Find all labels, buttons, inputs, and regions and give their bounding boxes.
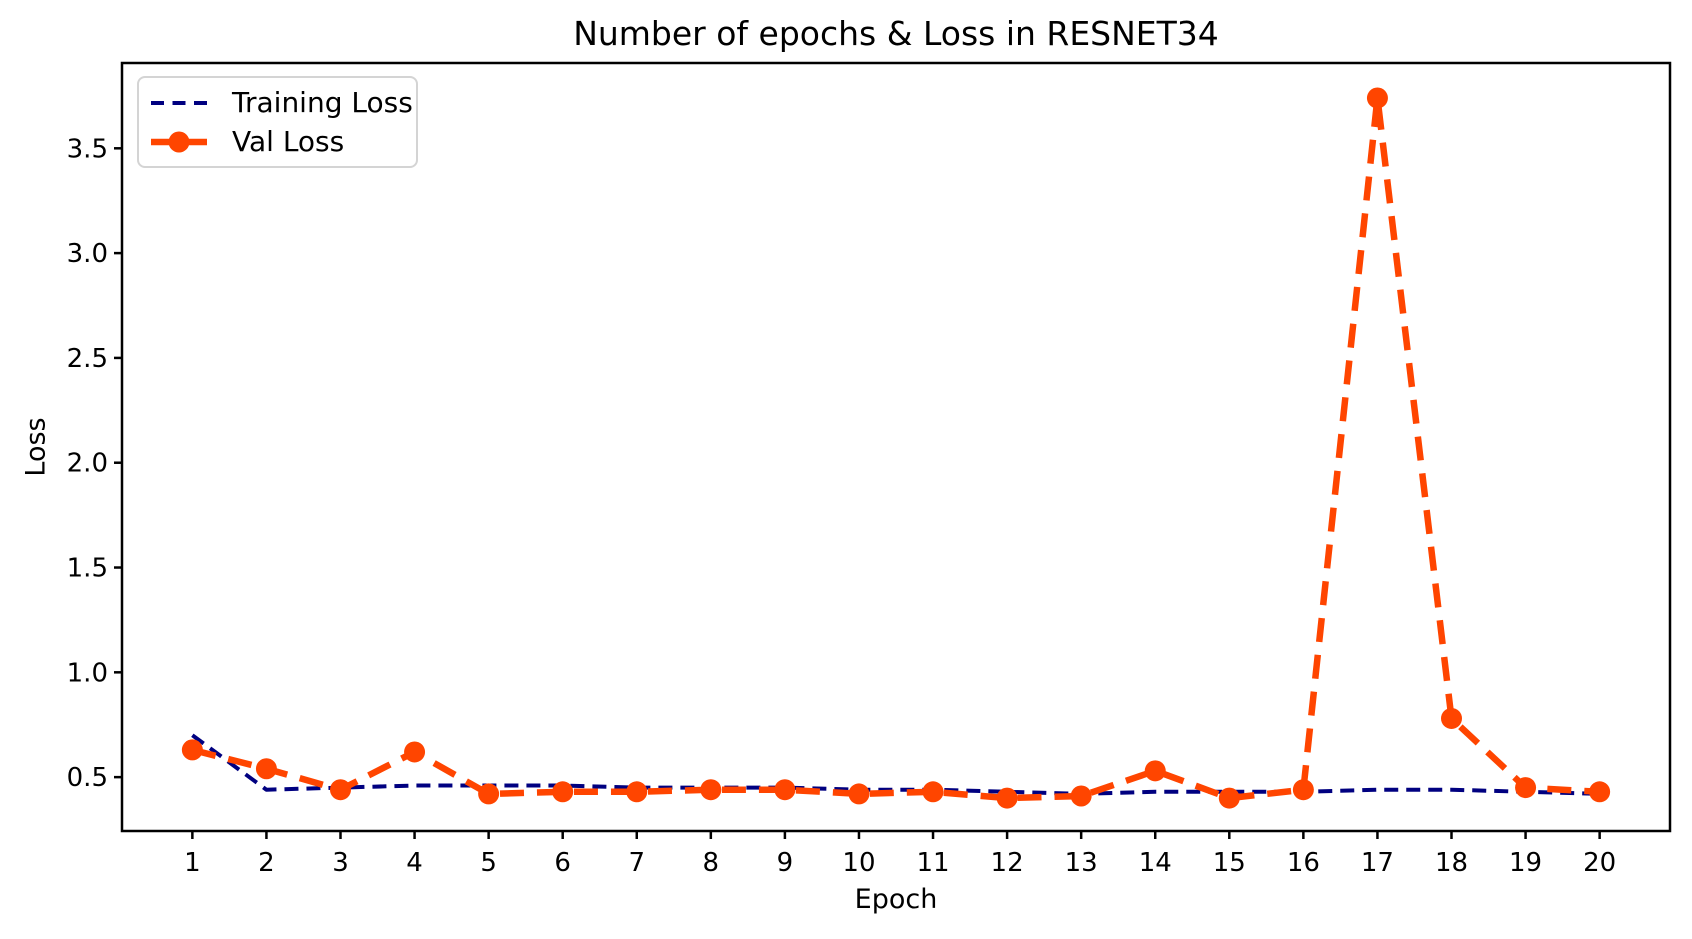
val-loss-marker xyxy=(700,779,722,801)
legend-item-val-loss: Val Loss xyxy=(150,123,416,161)
val-loss-marker xyxy=(404,741,426,763)
val-loss-marker xyxy=(1441,707,1463,729)
x-tick-label: 7 xyxy=(628,848,645,878)
legend-label-training-loss: Training Loss xyxy=(232,85,413,119)
x-tick-label: 12 xyxy=(991,848,1024,878)
val-loss-marker xyxy=(848,783,870,805)
val-loss-marker xyxy=(626,781,648,803)
x-tick-label: 2 xyxy=(258,848,275,878)
y-tick-label: 3.5 xyxy=(67,134,108,164)
val-loss-marker xyxy=(1515,777,1537,799)
x-tick-label: 3 xyxy=(332,848,349,878)
x-tick-label: 14 xyxy=(1139,848,1172,878)
y-tick-label: 1.5 xyxy=(67,554,108,584)
val-loss-marker xyxy=(774,779,796,801)
training-loss-sample xyxy=(151,100,207,105)
val-loss-marker xyxy=(1144,760,1166,782)
val-loss-marker xyxy=(1292,779,1314,801)
x-tick-label: 16 xyxy=(1287,848,1320,878)
x-tick-label: 10 xyxy=(842,848,875,878)
x-tick-label: 20 xyxy=(1583,848,1616,878)
x-tick-label: 8 xyxy=(703,848,720,878)
val-loss-marker xyxy=(922,781,944,803)
val-loss-marker xyxy=(478,783,500,805)
x-tick-label: 11 xyxy=(916,848,949,878)
y-tick-label: 2.5 xyxy=(67,344,108,374)
x-tick-label: 4 xyxy=(406,848,423,878)
legend-item-training-loss: Training Loss xyxy=(150,84,416,122)
plot-border xyxy=(120,61,1672,833)
legend: Training Loss Val Loss xyxy=(137,76,418,168)
x-tick-label: 5 xyxy=(480,848,497,878)
val-loss-marker xyxy=(255,758,277,780)
val-loss-sample xyxy=(151,131,207,152)
x-tick-label: 18 xyxy=(1435,848,1468,878)
x-tick-label: 1 xyxy=(184,848,201,878)
x-tick-label: 9 xyxy=(777,848,794,878)
x-axis-label: Epoch xyxy=(854,884,938,915)
val-loss-marker xyxy=(181,739,203,761)
val-loss-marker xyxy=(1589,781,1611,803)
val-loss-marker xyxy=(996,787,1018,809)
y-tick-label: 3.0 xyxy=(67,239,108,269)
val-marker-icon xyxy=(168,131,190,152)
val-loss-marker xyxy=(1366,87,1388,109)
training-loss-line xyxy=(191,733,1600,796)
val-loss-marker xyxy=(1070,785,1092,807)
y-tick-label: 0.5 xyxy=(67,763,108,793)
x-tick-label: 19 xyxy=(1509,848,1542,878)
val-loss-marker xyxy=(1218,787,1240,809)
legend-label-val-loss: Val Loss xyxy=(232,124,345,158)
y-tick-label: 2.0 xyxy=(67,449,108,479)
chart-title: Number of epochs & Loss in RESNET34 xyxy=(573,14,1219,53)
val-loss-marker xyxy=(552,781,574,803)
y-tick-label: 1.0 xyxy=(67,658,108,688)
val-loss-marker xyxy=(329,779,351,801)
x-tick-label: 13 xyxy=(1065,848,1098,878)
x-tick-label: 6 xyxy=(554,848,571,878)
x-tick-label: 15 xyxy=(1213,848,1246,878)
val-loss-line xyxy=(191,94,1600,802)
x-tick-label: 17 xyxy=(1361,848,1394,878)
